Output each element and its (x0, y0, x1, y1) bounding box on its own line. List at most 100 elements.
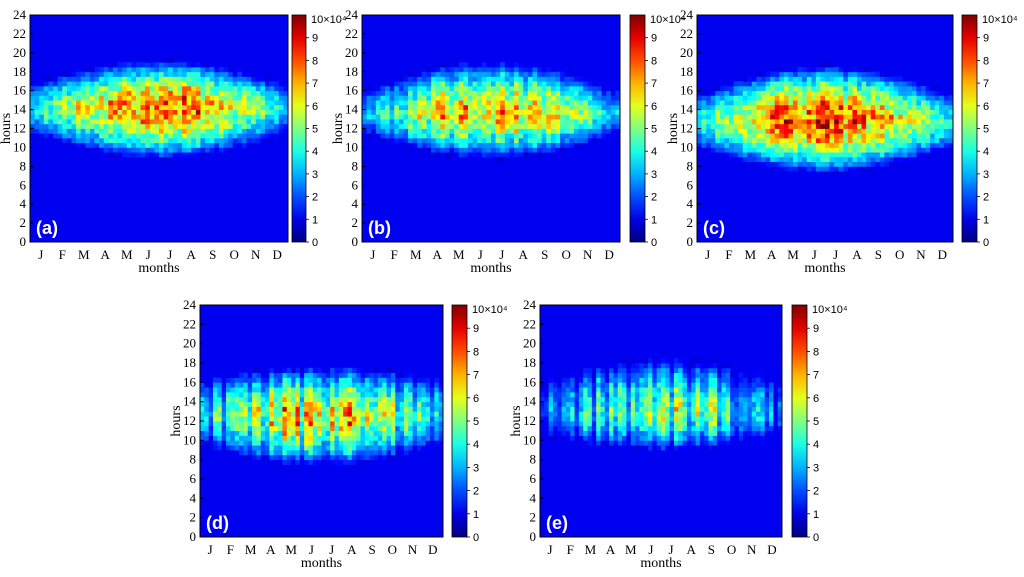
heatmap-cell (205, 104, 211, 110)
heatmap-cell (648, 396, 653, 403)
heatmap-cell (765, 81, 771, 87)
heatmap-cell (283, 119, 289, 125)
heatmap-cell (555, 142, 561, 148)
heatmap-cell (421, 406, 427, 412)
heatmap-cell (733, 128, 739, 134)
heatmap-cell (541, 95, 547, 101)
heatmap-cell (218, 114, 224, 120)
heatmap-cell (532, 81, 538, 87)
heatmap-cell (243, 450, 249, 456)
heatmap-cell (214, 76, 220, 82)
heatmap-cell (765, 119, 771, 125)
heatmap-cell (168, 81, 174, 87)
heatmap-cell (661, 435, 666, 441)
heatmap-cell (518, 128, 524, 134)
heatmap-cell (239, 421, 244, 427)
heatmap-cell (260, 377, 266, 383)
heatmap-cell (730, 382, 735, 388)
heatmap-cell (382, 454, 387, 461)
heatmap-cell (131, 109, 137, 115)
heatmap-cell (930, 142, 936, 148)
heatmap-cell (879, 133, 885, 139)
heatmap-cell (80, 95, 86, 101)
heatmap-cell (838, 95, 844, 101)
heatmap-cell (369, 392, 374, 398)
heatmap-cell (330, 382, 335, 388)
heatmap-cell (747, 76, 753, 82)
heatmap-cell (843, 71, 849, 77)
heatmap-cell (686, 401, 692, 407)
heatmap-cell (269, 377, 275, 383)
heatmap-cell (934, 95, 940, 101)
heatmap-cell (630, 421, 636, 427)
heatmap-cell (362, 109, 368, 115)
heatmap-cell (893, 147, 899, 153)
heatmap-cell (587, 430, 593, 436)
heatmap-cell (669, 382, 675, 388)
heatmap-cell (299, 396, 305, 403)
heatmap-cell (421, 109, 427, 115)
heatmap-cell (797, 114, 803, 120)
heatmap-cell (717, 392, 722, 398)
heatmap-cell (135, 119, 141, 125)
heatmap-cell (237, 100, 243, 106)
heatmap-cell (209, 119, 215, 125)
heatmap-cell (609, 406, 614, 412)
heatmap-cell (89, 137, 95, 144)
heatmap-cell (260, 435, 266, 441)
heatmap-cell (527, 100, 533, 106)
heatmap-cell (898, 104, 904, 110)
heatmap-cell (232, 95, 238, 101)
heatmap-cell (725, 421, 731, 427)
heatmap-cell (377, 435, 383, 441)
heatmap-cell (373, 445, 379, 451)
heatmap-cell (504, 128, 510, 134)
heatmap-cell (811, 71, 817, 77)
heatmap-cell (295, 445, 301, 451)
heatmap-cell (364, 430, 370, 436)
heatmap-cell (330, 367, 335, 374)
heatmap-cell (523, 85, 529, 92)
heatmap-cell (721, 421, 727, 427)
x-tick-label: A (347, 542, 357, 557)
heatmap-cell (53, 128, 59, 134)
heatmap-cell (425, 411, 431, 417)
heatmap-cell (911, 152, 917, 158)
heatmap-cell (85, 133, 91, 139)
heatmap-cell (884, 123, 890, 129)
heatmap-cell (463, 128, 469, 134)
heatmap-cell (416, 425, 422, 432)
heatmap-cell (948, 123, 954, 129)
heatmap-cell (661, 445, 666, 451)
heatmap-cell (204, 440, 210, 446)
heatmap-cell (734, 425, 740, 432)
heatmap-cell (458, 95, 464, 101)
heatmap-cell (852, 128, 858, 134)
heatmap-cell (251, 114, 257, 120)
colorbar-tick-label: 0 (983, 237, 989, 249)
heatmap-cell (273, 450, 279, 456)
heatmap-cell (829, 71, 835, 77)
heatmap-cell (843, 100, 849, 106)
heatmap-cell (408, 71, 414, 77)
heatmap-cell (898, 90, 904, 96)
heatmap-cell (347, 435, 353, 441)
heatmap-cell (243, 382, 249, 388)
heatmap-cell (925, 133, 931, 139)
heatmap-cell (429, 430, 435, 436)
x-tick-label: J (167, 247, 172, 262)
heatmap-cell (454, 152, 460, 158)
heatmap-cell (282, 450, 288, 456)
heatmap-cell (730, 406, 735, 412)
heatmap-cell (454, 62, 460, 68)
heatmap-cell (565, 392, 571, 398)
heatmap-cell (806, 128, 812, 134)
heatmap-cell (273, 396, 279, 403)
heatmap-cell (806, 76, 812, 82)
heatmap-cell (825, 142, 830, 148)
heatmap-cell (911, 142, 917, 148)
heatmap-cell (472, 133, 478, 139)
heatmap-cell (317, 440, 322, 446)
heatmap-cell (847, 147, 853, 153)
